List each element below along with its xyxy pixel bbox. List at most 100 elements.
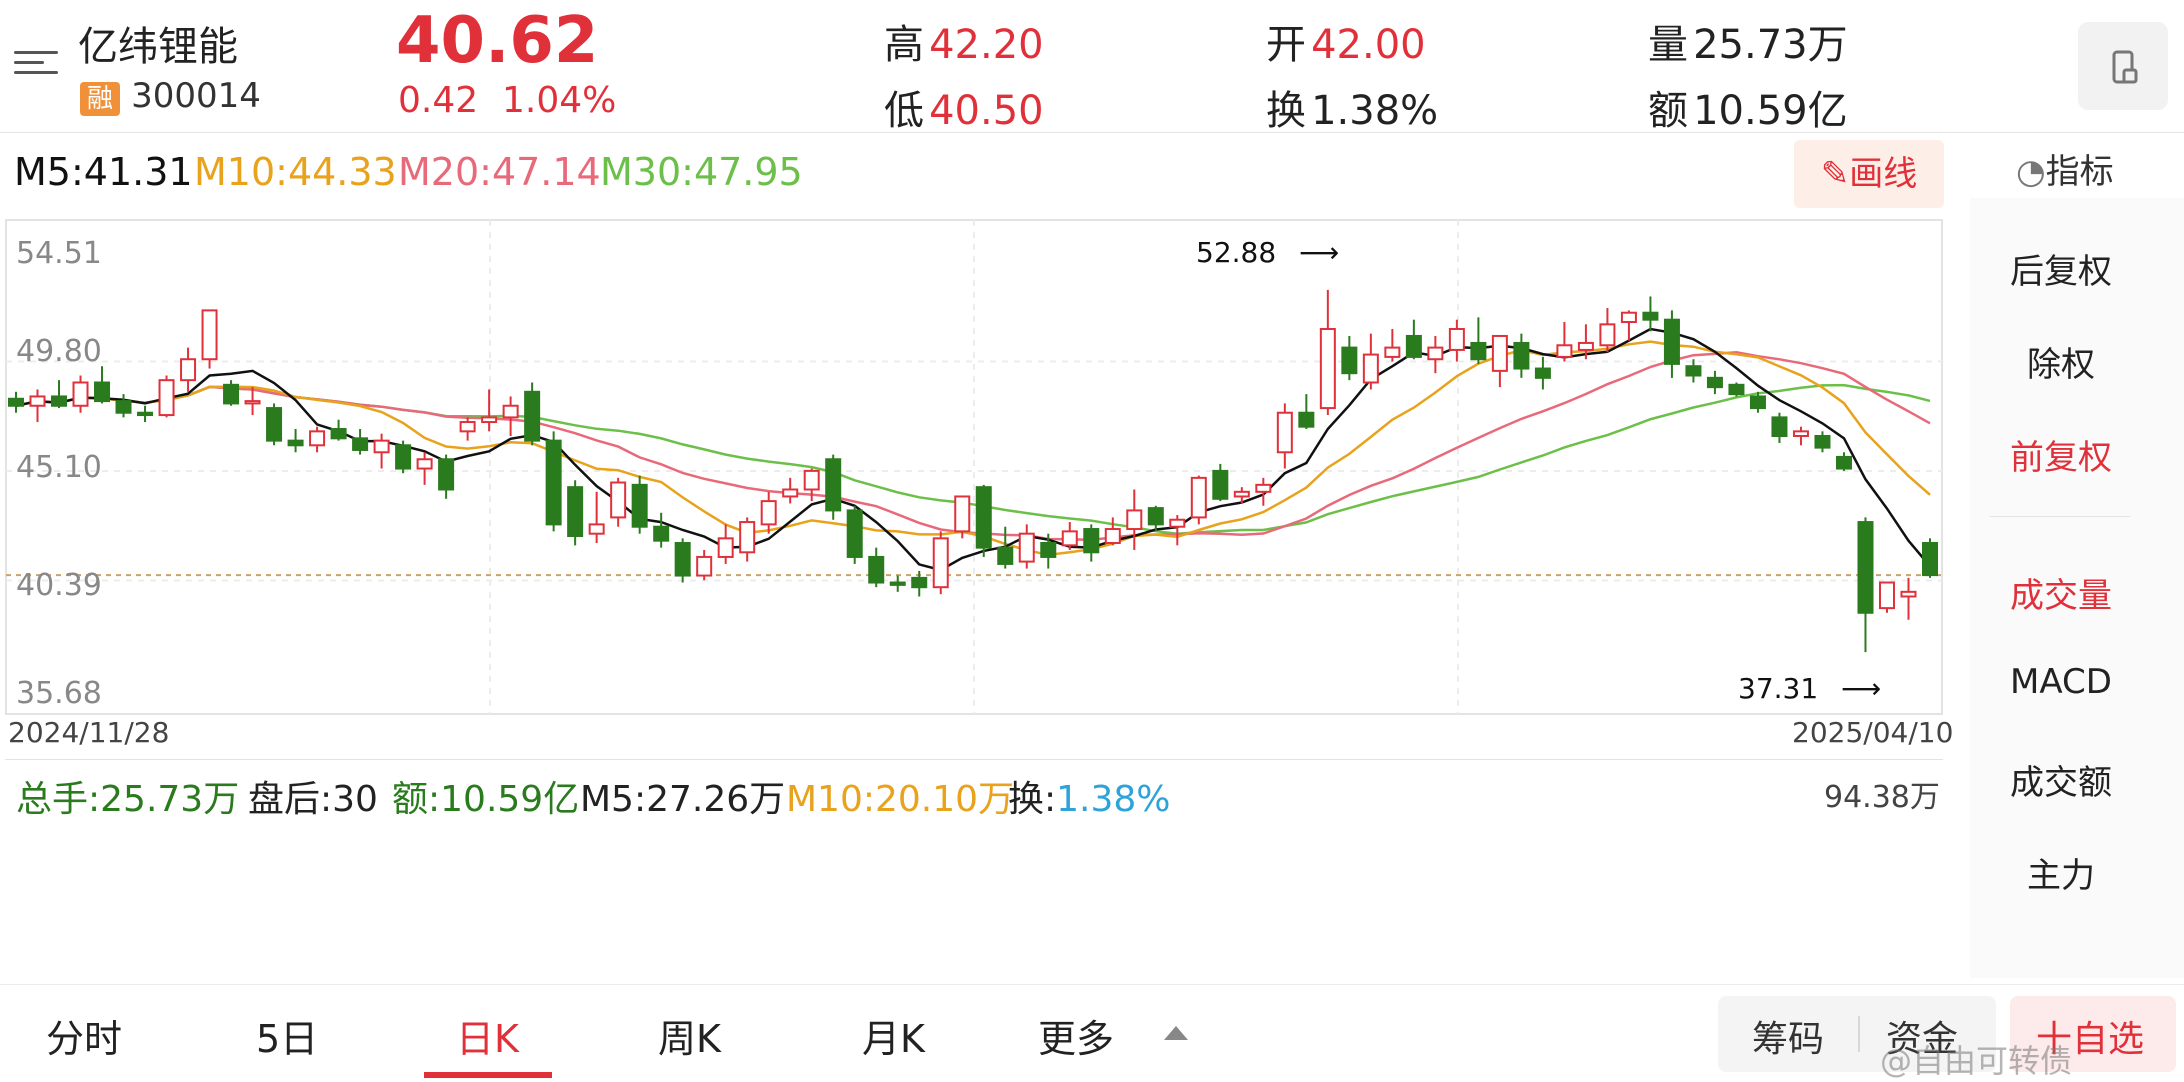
candle-body <box>1018 532 1035 563</box>
date-end: 2025/04/10 <box>1792 716 1954 749</box>
margin-badge: 融 300014 <box>80 76 261 116</box>
candle-body <box>51 395 68 407</box>
phone-rotate-icon <box>2112 50 2138 84</box>
pencil-icon: ✎ <box>1820 154 1850 194</box>
triangle-up-icon[interactable] <box>1164 1026 1188 1040</box>
quote-turnover-label: 换 <box>1266 88 1306 134</box>
volume-turnover-value: 1.38% <box>1056 779 1171 820</box>
quote-low-label: 低 <box>884 88 924 134</box>
candle-body <box>1341 346 1358 375</box>
quote-volume-value: 25.73万 <box>1693 22 1848 68</box>
sidebar-panel <box>1970 198 2184 978</box>
quote-open-label: 开 <box>1266 22 1306 68</box>
candle-body <box>846 509 863 558</box>
candle-body <box>825 458 842 512</box>
tab-weekly-k[interactable]: 周K <box>658 1017 721 1061</box>
draw-line-button[interactable]: ✎画线 <box>1794 140 1944 208</box>
candle-body <box>1384 346 1401 358</box>
candle-body <box>330 428 347 440</box>
low-annotation: 37.31 ⟶ <box>1738 672 1881 705</box>
candle-body <box>954 495 971 533</box>
candle-body <box>610 481 627 519</box>
candlestick-chart[interactable] <box>0 0 1960 760</box>
current-price: 40.62 <box>396 4 599 78</box>
candle-body <box>8 397 24 407</box>
candle-body <box>1577 341 1594 351</box>
candle-body <box>1298 411 1315 428</box>
candle-body <box>803 469 820 491</box>
price-axis-tick: 49.80 <box>16 334 102 369</box>
ma10-line <box>15 340 1931 557</box>
candle-body <box>782 488 799 498</box>
tab-monthly-k[interactable]: 月K <box>862 1017 925 1061</box>
sidebar-item-volume[interactable]: 成交量 <box>2010 576 2112 616</box>
tab-daily-k[interactable]: 日K <box>456 1017 519 1061</box>
candle-body <box>438 458 455 491</box>
candle-body <box>1083 528 1100 554</box>
candle-body <box>1513 341 1530 370</box>
candle-body <box>1706 376 1723 389</box>
candle-body <box>567 486 584 538</box>
candle-body <box>1212 469 1229 500</box>
candle-body <box>309 430 326 447</box>
candle-body <box>1771 416 1788 437</box>
candle-body <box>524 390 541 442</box>
candle-body <box>696 555 713 577</box>
candle-body <box>287 439 304 447</box>
candle-body <box>1448 327 1465 351</box>
rotate-screen-button[interactable] <box>2078 22 2168 110</box>
candle-body <box>1427 346 1444 361</box>
menu-icon[interactable] <box>14 44 58 81</box>
candle-body <box>739 521 756 554</box>
quote-turnover: 换 1.38% <box>1266 78 1438 136</box>
funds-button[interactable]: 资金 <box>1886 1019 1959 1060</box>
sidebar-item-amount[interactable]: 成交额 <box>2010 763 2112 803</box>
tab-5day[interactable]: 5日 <box>256 1017 319 1061</box>
tab-more[interactable]: 更多 <box>1038 1017 1115 1061</box>
sidebar-item-ex-rights[interactable]: 除权 <box>2027 345 2095 385</box>
candle-body <box>1169 518 1186 528</box>
quote-volume: 量 25.73万 <box>1648 12 1848 70</box>
quote-high-label: 高 <box>884 22 924 68</box>
chips-button[interactable]: 筹码 <box>1752 1019 1825 1060</box>
candle-body <box>1642 311 1659 321</box>
add-watchlist-button[interactable]: 十自选 <box>2010 996 2176 1072</box>
candle-body <box>502 404 519 419</box>
sidebar-item-main-force[interactable]: 主力 <box>2027 856 2095 896</box>
stock-name: 亿纬锂能 <box>78 24 238 70</box>
low-annotation-value: 37.31 <box>1738 672 1819 705</box>
candle-body <box>631 483 648 528</box>
high-annotation-value: 52.88 <box>1196 236 1277 269</box>
candle-body <box>1857 521 1874 614</box>
watermark: @自由可转债 <box>1880 1042 2073 1080</box>
candle-body <box>72 381 89 407</box>
arrow-right-icon: ⟶ <box>1841 672 1882 705</box>
candle-body <box>481 416 498 424</box>
candle-body <box>868 555 885 584</box>
price-change: 0.42 <box>398 80 479 121</box>
candle-body <box>1040 541 1057 558</box>
sidebar-item-forward-adjusted[interactable]: 前复权 <box>2010 438 2112 478</box>
candle-body <box>416 458 433 470</box>
candle-body <box>932 537 949 589</box>
candle-body <box>1190 476 1207 519</box>
sidebar-item-macd[interactable]: MACD <box>2010 662 2112 702</box>
sidebar-divider <box>1990 516 2130 517</box>
indicator-button[interactable]: ◔指标 <box>2016 144 2114 193</box>
quote-amount-label: 额 <box>1648 88 1688 134</box>
chips-funds-group <box>1718 996 1996 1072</box>
candle-body <box>115 400 132 414</box>
tab-intraday[interactable]: 分时 <box>46 1017 123 1061</box>
ma5-value: M5:41.31 <box>14 150 193 194</box>
header-divider <box>0 132 2184 133</box>
price-axis-tick: 54.51 <box>16 236 102 271</box>
sidebar-item-back-adjusted[interactable]: 后复权 <box>2010 252 2112 292</box>
quote-low: 低 40.50 <box>884 78 1044 136</box>
ma30-value: M30:47.95 <box>600 150 803 194</box>
stock-code: 300014 <box>131 76 261 116</box>
candle-body <box>373 439 390 454</box>
candle-body <box>1685 365 1702 377</box>
candle-body <box>244 400 261 405</box>
quote-amount: 额 10.59亿 <box>1648 78 1848 136</box>
volume-max: 94.38万 <box>1824 780 1940 815</box>
